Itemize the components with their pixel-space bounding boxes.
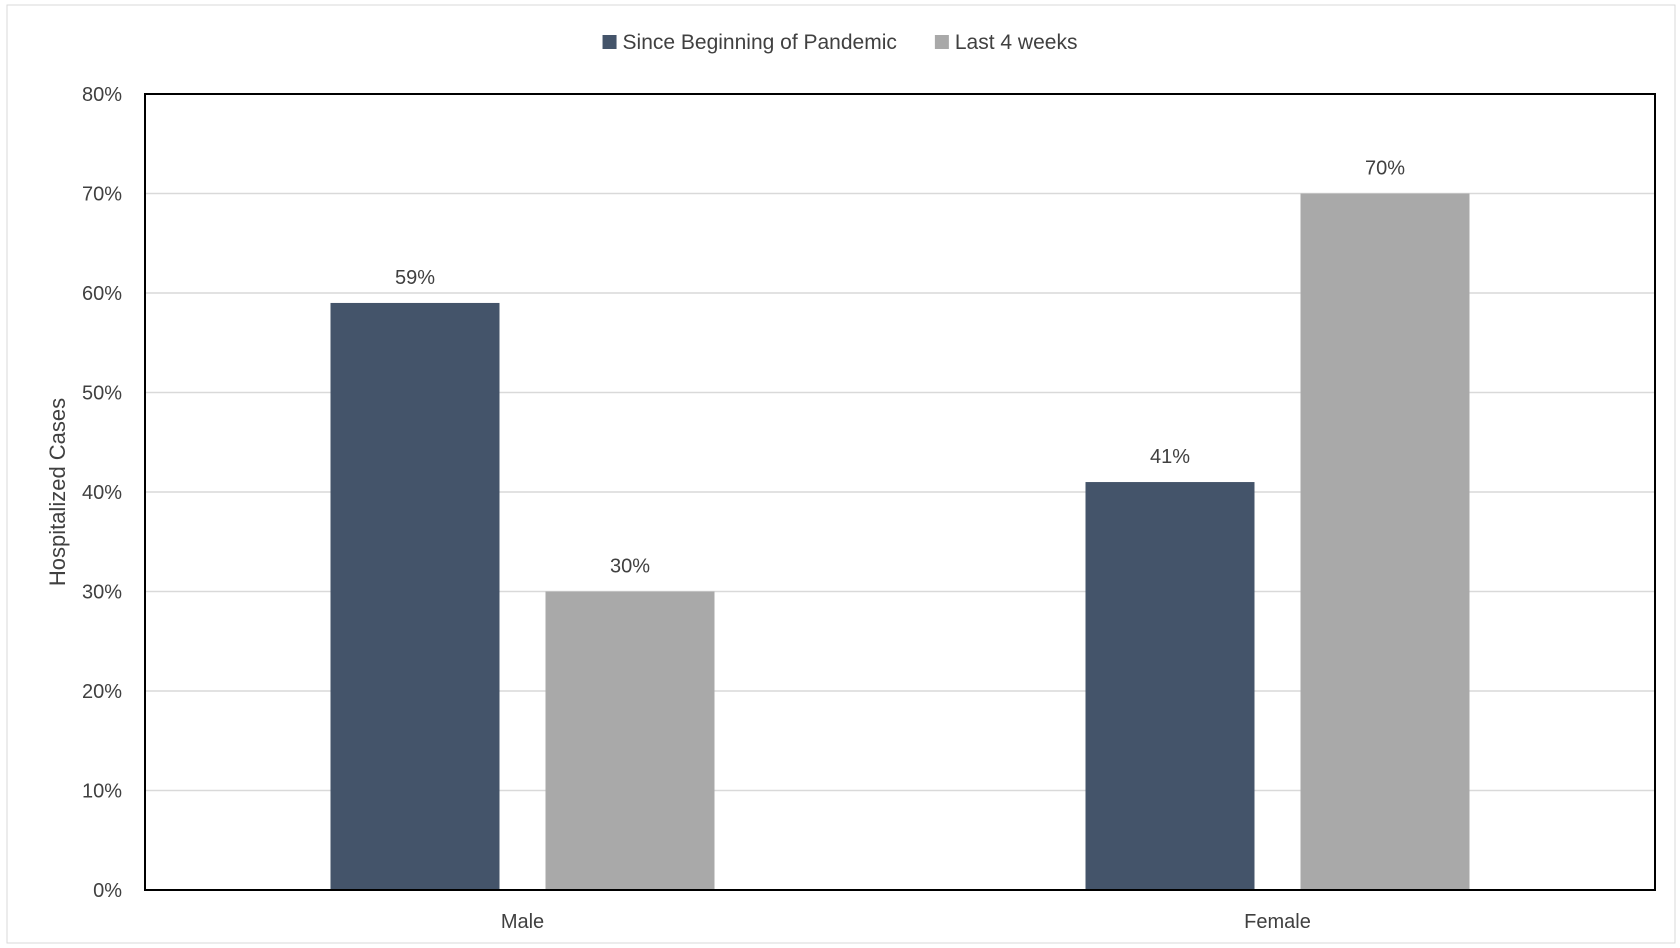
- data-label: 59%: [395, 267, 435, 289]
- y-tick-label: 40%: [82, 482, 122, 504]
- legend-label: Last 4 weeks: [955, 31, 1078, 54]
- legend-swatch: [602, 35, 617, 49]
- data-labels: 59% 30% 41% 70%: [395, 158, 1405, 578]
- data-label: 30%: [610, 556, 650, 578]
- y-axis-tick-labels: 0% 10% 20% 30% 40% 50% 60% 70% 80%: [82, 84, 122, 902]
- y-tick-label: 80%: [82, 84, 122, 106]
- x-tick-label: Male: [501, 911, 544, 933]
- y-tick-label: 10%: [82, 781, 122, 803]
- y-axis-title: Hospitalized Cases: [45, 398, 70, 586]
- bar-male-series-2: [545, 591, 715, 890]
- bar-female-series-2: [1300, 193, 1470, 890]
- x-tick-label: Female: [1244, 911, 1311, 933]
- data-label: 70%: [1365, 158, 1405, 180]
- bar-female-series-1: [1085, 482, 1255, 890]
- bars: [330, 193, 1470, 890]
- y-tick-label: 70%: [82, 184, 122, 206]
- y-tick-label: 30%: [82, 582, 122, 604]
- y-tick-label: 0%: [93, 880, 122, 902]
- y-tick-label: 20%: [82, 681, 122, 703]
- legend-label: Since Beginning of Pandemic: [623, 31, 897, 54]
- legend-item: Since Beginning of Pandemic: [602, 31, 897, 54]
- data-label: 41%: [1150, 446, 1190, 468]
- bar-male-series-1: [330, 302, 500, 890]
- x-axis-tick-labels: Male Female: [501, 911, 1311, 933]
- plot-area-border: [144, 93, 1656, 891]
- y-tick-label: 50%: [82, 383, 122, 405]
- legend-swatch: [934, 35, 949, 49]
- y-tick-label: 60%: [82, 283, 122, 305]
- legend: Since Beginning of Pandemic Last 4 weeks: [602, 31, 1078, 54]
- legend-item: Last 4 weeks: [934, 31, 1078, 54]
